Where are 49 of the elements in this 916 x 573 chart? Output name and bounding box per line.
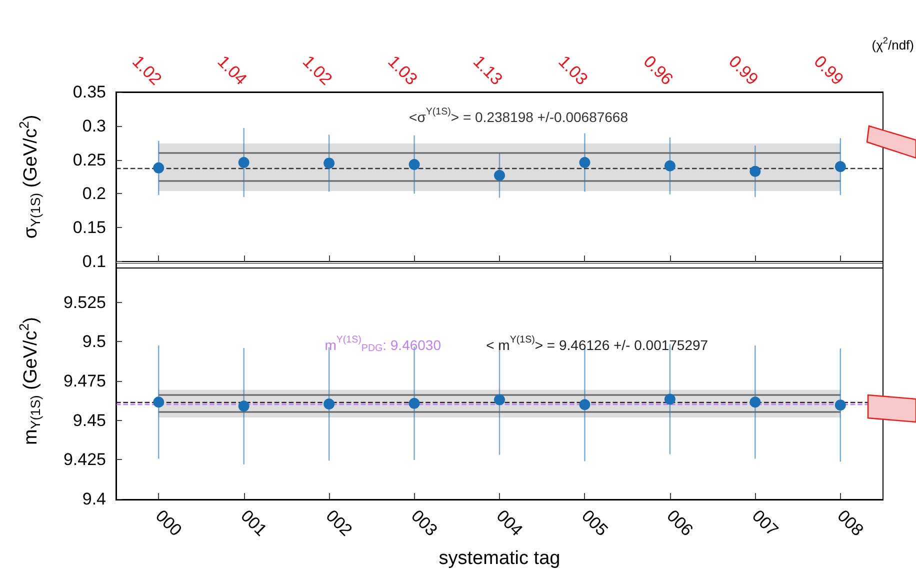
point <box>579 157 590 168</box>
text: 1.04 <box>214 52 251 89</box>
y-tick-label: 9.525 <box>63 292 106 312</box>
y-tick-label: 9.45 <box>72 410 106 430</box>
point <box>664 394 676 405</box>
y-tick-label: 9.475 <box>63 372 106 390</box>
text: 0.96 <box>640 52 677 89</box>
point <box>324 398 335 410</box>
y-tick-label: 0.15 <box>72 218 106 238</box>
y-tick-label: 0.1 <box>82 252 106 271</box>
text: 1.03 <box>384 52 421 89</box>
x-tick-label: 000 <box>152 506 186 540</box>
y-axis-title: mΥ(1S) (GeV/c2) <box>16 317 44 445</box>
x-tick-label: 001 <box>237 506 271 540</box>
x-tick-label: 008 <box>834 506 868 540</box>
point <box>494 170 505 181</box>
point <box>494 394 505 406</box>
y-tick-label: 0.2 <box>82 184 106 204</box>
y-tick-label: 0.35 <box>72 82 106 102</box>
point <box>834 400 846 411</box>
point <box>408 159 420 170</box>
y-axis-title: σΥ(1S) (GeV/c2) <box>16 114 44 239</box>
y-tick-label: 9.4 <box>82 490 106 508</box>
point <box>834 161 846 172</box>
point <box>750 166 761 177</box>
x-tick-label: 002 <box>322 506 356 540</box>
point <box>153 396 164 408</box>
y-tick-label: 9.5 <box>82 332 106 352</box>
x-axis-title: systematic tag <box>438 548 560 569</box>
point <box>750 396 761 408</box>
text: 1.03 <box>554 52 592 89</box>
point <box>238 400 250 412</box>
x-tick-label: 005 <box>578 506 612 540</box>
y-tick-label: 0.25 <box>72 150 106 170</box>
x-tick-label: 006 <box>663 506 697 540</box>
y-tick-label: 9.425 <box>63 450 106 470</box>
x-tick-label: 007 <box>748 506 782 540</box>
point <box>324 158 335 169</box>
point <box>153 162 164 174</box>
text: 0.99 <box>810 52 848 89</box>
point <box>238 157 250 168</box>
text: 0.99 <box>725 52 762 89</box>
point <box>408 398 420 409</box>
text: 1.13 <box>469 52 506 89</box>
point <box>664 160 676 172</box>
x-tick-label: 003 <box>408 506 442 540</box>
y-tick-label: 0.3 <box>82 116 106 136</box>
x-tick-label: 004 <box>492 506 526 540</box>
point <box>579 399 590 410</box>
